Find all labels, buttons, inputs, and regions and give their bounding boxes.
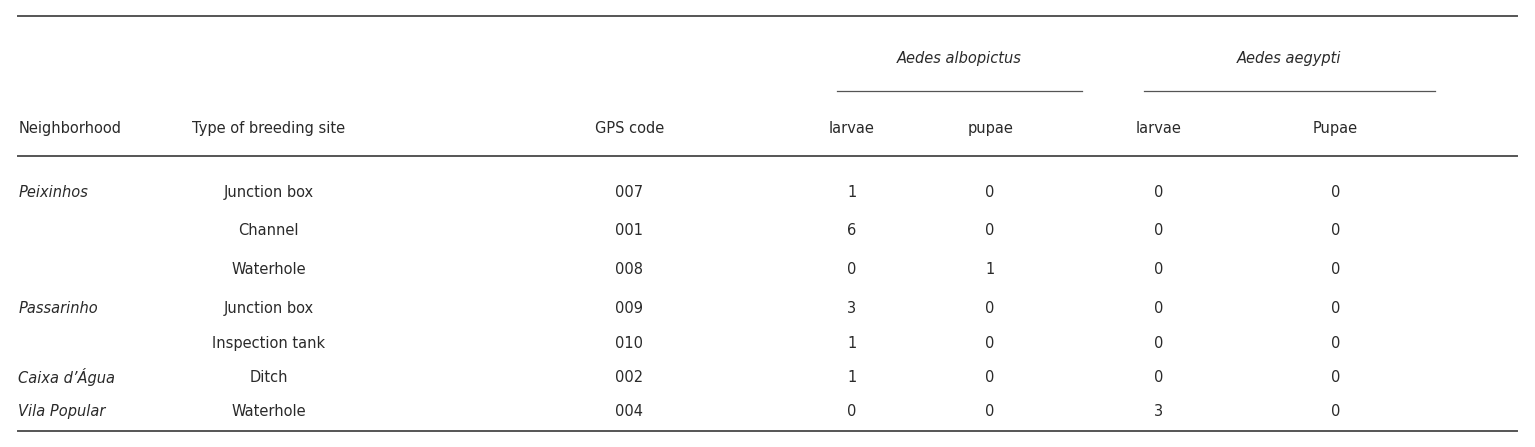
Text: Neighborhood: Neighborhood <box>18 121 121 135</box>
Text: 009: 009 <box>616 300 643 316</box>
Text: 1: 1 <box>847 370 857 384</box>
Text: Inspection tank: Inspection tank <box>212 336 325 351</box>
Text: 0: 0 <box>847 262 857 277</box>
Text: Channel: Channel <box>238 224 299 238</box>
Text: 0: 0 <box>985 404 995 419</box>
Text: 1: 1 <box>847 185 857 200</box>
Text: GPS code: GPS code <box>594 121 665 135</box>
Text: Peixinhos: Peixinhos <box>18 185 89 200</box>
Text: Waterhole: Waterhole <box>232 262 305 277</box>
Text: Waterhole: Waterhole <box>232 404 305 419</box>
Text: Junction box: Junction box <box>224 185 313 200</box>
Text: 0: 0 <box>1331 370 1340 384</box>
Text: 3: 3 <box>847 300 857 316</box>
Text: Passarinho: Passarinho <box>18 300 98 316</box>
Text: 002: 002 <box>616 370 643 384</box>
Text: 0: 0 <box>1331 336 1340 351</box>
Text: Type of breeding site: Type of breeding site <box>192 121 345 135</box>
Text: 007: 007 <box>616 185 643 200</box>
Text: 0: 0 <box>1154 370 1164 384</box>
Text: 6: 6 <box>847 224 857 238</box>
Text: 004: 004 <box>616 404 643 419</box>
Text: 010: 010 <box>616 336 643 351</box>
Text: larvae: larvae <box>829 121 875 135</box>
Text: 1: 1 <box>985 262 995 277</box>
Text: 1: 1 <box>847 336 857 351</box>
Text: 0: 0 <box>985 300 995 316</box>
Text: 3: 3 <box>1154 404 1164 419</box>
Text: 0: 0 <box>1331 262 1340 277</box>
Text: 0: 0 <box>1154 262 1164 277</box>
Text: pupae: pupae <box>967 121 1013 135</box>
Text: 0: 0 <box>1331 224 1340 238</box>
Text: 0: 0 <box>1154 300 1164 316</box>
Text: Aedes aegypti: Aedes aegypti <box>1237 51 1342 67</box>
Text: 0: 0 <box>1154 185 1164 200</box>
Text: Pupae: Pupae <box>1312 121 1358 135</box>
Text: 008: 008 <box>616 262 643 277</box>
Text: 0: 0 <box>985 185 995 200</box>
Text: Ditch: Ditch <box>249 370 289 384</box>
Text: Junction box: Junction box <box>224 300 313 316</box>
Text: 0: 0 <box>1331 185 1340 200</box>
Text: larvae: larvae <box>1136 121 1182 135</box>
Text: 0: 0 <box>1154 224 1164 238</box>
Text: 0: 0 <box>1331 404 1340 419</box>
Text: 0: 0 <box>1331 300 1340 316</box>
Text: 0: 0 <box>985 336 995 351</box>
Text: 0: 0 <box>1154 336 1164 351</box>
Text: 0: 0 <box>985 224 995 238</box>
Text: Vila Popular: Vila Popular <box>18 404 106 419</box>
Text: Aedes albopictus: Aedes albopictus <box>896 51 1022 67</box>
Text: Caixa d’Água: Caixa d’Água <box>18 368 115 386</box>
Text: 0: 0 <box>985 370 995 384</box>
Text: 001: 001 <box>616 224 643 238</box>
Text: 0: 0 <box>847 404 857 419</box>
